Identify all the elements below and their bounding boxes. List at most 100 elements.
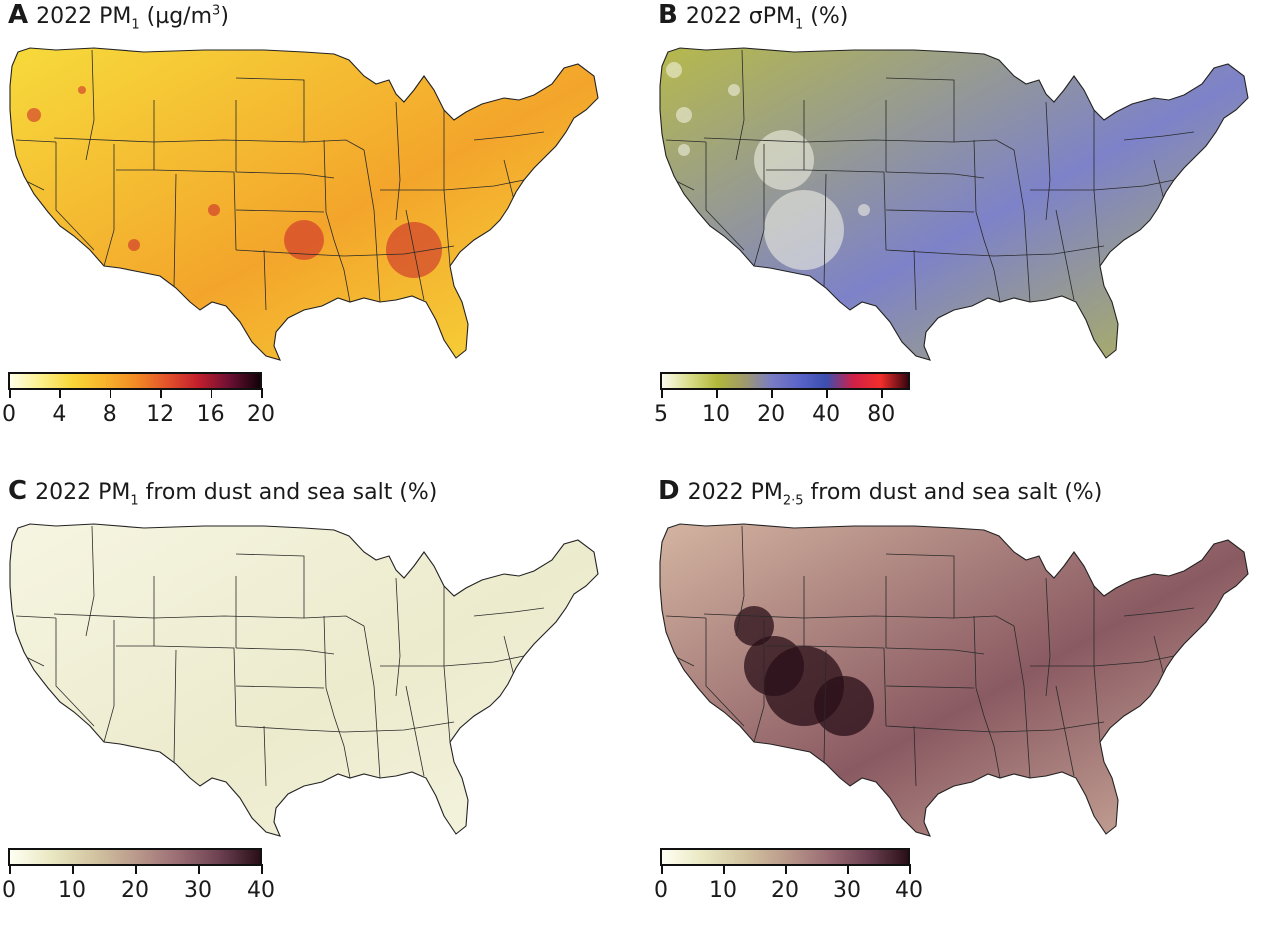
state-border [263, 725, 267, 787]
state-border [973, 139, 1001, 303]
state-border [15, 139, 57, 143]
colorbar-tick [261, 864, 263, 874]
state-border [1123, 607, 1195, 617]
state-border [153, 645, 237, 727]
colorbar-tick-label: 0 [2, 878, 16, 903]
state-border [665, 139, 707, 143]
state-border [885, 553, 955, 618]
state-border [885, 685, 975, 689]
state-border [823, 173, 827, 289]
state-border [913, 249, 917, 311]
state-border [1030, 179, 1175, 191]
state-border [55, 618, 95, 727]
colorbar-tick [785, 864, 787, 874]
state-border [953, 139, 1015, 151]
state-border [55, 142, 95, 251]
colorbar-tick [847, 864, 849, 874]
map-hotspot [27, 108, 41, 122]
state-border [173, 173, 177, 289]
state-border [395, 577, 401, 697]
state-border [803, 169, 887, 251]
state-border [503, 635, 515, 677]
colorbar-tick-label: 0 [654, 878, 668, 903]
colorbar-tick-label: 0 [2, 402, 16, 427]
colorbar-tick [909, 864, 911, 874]
map-hotspot [744, 636, 804, 696]
title-text-2: (%) [803, 4, 849, 29]
state-border [735, 525, 745, 637]
title-subscript: 1 [131, 17, 140, 33]
state-border [1093, 665, 1101, 743]
state-border [1055, 685, 1075, 777]
colorbar-tick [881, 388, 883, 398]
state-border [705, 618, 745, 727]
state-border [885, 209, 975, 213]
state-border [1153, 635, 1165, 677]
us-map [9, 47, 599, 361]
colorbar-tick-label: 20 [771, 878, 799, 903]
state-border [235, 209, 325, 213]
title-text: 2022 PM [687, 480, 783, 505]
country-outline [9, 523, 599, 837]
state-border [53, 137, 305, 143]
map-hotspot [128, 239, 140, 251]
state-border [235, 721, 455, 733]
colorbar-tick [160, 388, 162, 398]
state-border [173, 649, 177, 765]
panel-title: B 2022 σPM1 (%) [658, 0, 848, 32]
colorbar-tick-label: 40 [895, 878, 923, 903]
us-map [9, 523, 599, 837]
state-border [703, 137, 955, 143]
state-border [303, 139, 365, 151]
colorbar-tick-label: 20 [757, 402, 786, 427]
state-border [1045, 101, 1051, 221]
title-text-2: from dust and sea salt (%) [803, 480, 1103, 505]
title-subscript: 1 [130, 493, 139, 509]
map-hotspot [666, 62, 682, 78]
state-border [85, 49, 95, 161]
state-border [323, 615, 351, 779]
state-border [380, 655, 525, 667]
state-border [405, 209, 425, 301]
title-text: 2022 PM [36, 4, 132, 29]
title-superscript: 3 [212, 3, 221, 19]
panel-title: D 2022 PM2·5 from dust and sea salt (%) [658, 476, 1102, 508]
colorbar-tick [72, 864, 74, 874]
panel-letter: D [658, 476, 680, 506]
state-border [235, 77, 305, 142]
state-border [85, 525, 95, 637]
colorbar-tick [661, 864, 663, 874]
colorbar-tick [9, 388, 11, 398]
colorbar-tick-label: 10 [709, 878, 737, 903]
map-hotspot [754, 130, 814, 190]
state-border [235, 685, 325, 689]
colorbar: 0 10 20 30 40 [2, 848, 275, 903]
map-hotspot [208, 204, 220, 216]
map-hotspot [10, 660, 20, 672]
state-border [973, 615, 1001, 779]
colorbar-tick [135, 864, 137, 874]
state-border [1013, 625, 1031, 779]
colorbar-tick-label: 40 [247, 878, 275, 903]
panel-letter: C [8, 476, 28, 506]
title-subscript: 2·5 [782, 493, 804, 509]
state-border [1055, 209, 1075, 301]
title-text: 2022 σPM [685, 4, 796, 29]
state-border [235, 171, 335, 179]
map-hotspot [728, 84, 740, 96]
title-text-2: (µg/m [139, 4, 213, 29]
panel-a: A 2022 PM1 (µg/m3) 0 4 8 12 16 20 [2, 0, 624, 460]
state-border [235, 553, 305, 618]
state-border [735, 49, 745, 161]
colorbar-tick [826, 388, 828, 398]
state-border [235, 647, 335, 655]
state-border [913, 725, 917, 787]
us-map [659, 523, 1249, 837]
state-border [303, 615, 365, 627]
map-hotspot [764, 190, 844, 270]
colorbar-tick [716, 388, 718, 398]
colorbar-tick-label: 20 [121, 878, 149, 903]
state-border [803, 645, 887, 727]
state-border [263, 249, 267, 311]
state-border [1123, 131, 1195, 141]
